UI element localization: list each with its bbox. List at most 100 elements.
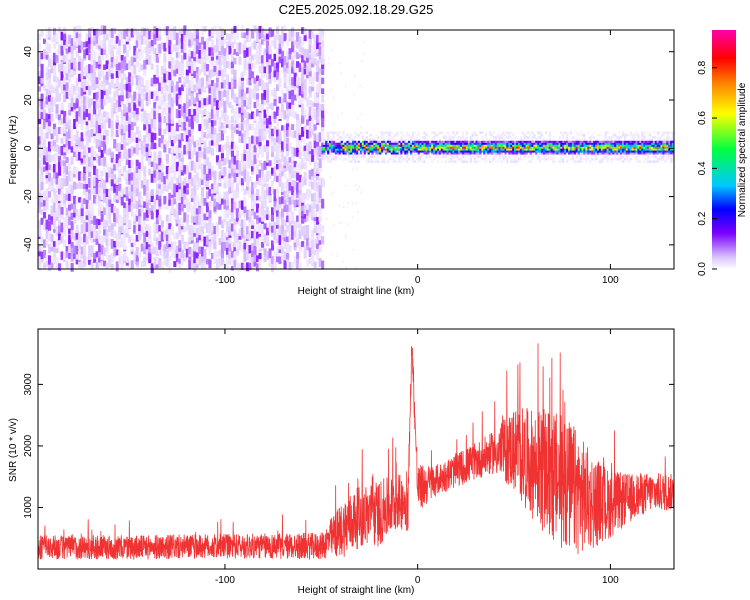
spectrogram-cell (170, 176, 174, 186)
spectrogram-cell (490, 140, 494, 143)
spectrogram-cell (438, 152, 442, 155)
spectrogram-cell (512, 144, 515, 147)
spectrogram-cell (340, 221, 343, 224)
spectrogram-cell (318, 45, 322, 56)
spectrogram-cell (363, 144, 366, 147)
spectrogram-cell (143, 181, 147, 190)
spectrogram-cell (65, 246, 69, 252)
spectrogram-cell (113, 139, 117, 149)
spectrogram-cell (168, 61, 172, 69)
spectrogram-cell (531, 140, 534, 143)
spectrogram-cell (248, 254, 252, 263)
spectrogram-cell (48, 126, 52, 136)
spectrogram-cell (220, 255, 224, 264)
spectrogram-cell (55, 85, 59, 95)
spectrogram-cell (442, 155, 445, 159)
spectrogram-cell (45, 81, 49, 89)
spectrogram-cell (517, 148, 521, 151)
spectrogram-cell (425, 146, 428, 149)
spectrogram-cell (433, 150, 436, 153)
spectrogram-cell (456, 144, 459, 147)
spectrogram-cell (68, 168, 72, 177)
spectrogram-cell (128, 110, 132, 117)
spectrogram-cell (168, 33, 172, 40)
spectrogram-cell (436, 150, 440, 153)
spectrogram-cell (423, 160, 426, 163)
spectrogram-cell (185, 98, 189, 109)
spectrogram-cell (333, 191, 335, 194)
spectrogram-cell (38, 220, 42, 227)
spectrogram-cell (60, 190, 64, 197)
spectrogram-cell (375, 146, 378, 149)
spectrogram-cell (672, 160, 675, 163)
spectrogram-cell (210, 241, 214, 249)
spectrogram-cell (352, 140, 355, 143)
spectrogram-cell (303, 91, 307, 100)
spectrogram-cell (356, 167, 358, 170)
spectrogram-cell (213, 139, 217, 148)
spectrogram-cell (208, 84, 212, 94)
spectrogram-cell (258, 128, 262, 137)
spectrogram-cell (566, 133, 569, 137)
spectrogram-cell (108, 255, 112, 265)
spectrogram-cell (75, 209, 79, 216)
spectrogram-cell (329, 148, 332, 151)
spectrogram-cell (155, 188, 159, 195)
spectrogram-cell (288, 81, 292, 91)
spectrogram-cell (268, 27, 272, 38)
spectrogram-cell (296, 238, 300, 247)
spectrogram-cell (342, 150, 345, 153)
spectrogram-cell (356, 148, 359, 151)
spectrogram-cell (316, 235, 320, 244)
spectrogram-cell (175, 161, 179, 172)
spectrogram-cell (123, 165, 127, 173)
spectrogram-cell (210, 39, 214, 48)
spectrogram-cell (195, 29, 199, 36)
spectrogram-cell (291, 191, 295, 201)
spectrogram-cell (228, 218, 232, 227)
spectrogram-cell (346, 150, 349, 153)
spectrogram-cell (60, 180, 64, 190)
spectrogram-cell (251, 243, 255, 251)
spectrogram-cell (263, 255, 267, 263)
spectrogram-cell (183, 197, 187, 205)
spectrogram-cell (145, 209, 149, 218)
spectrogram-cell (103, 222, 107, 230)
spectrogram-cell (248, 46, 252, 56)
spectrogram-cell (283, 199, 287, 206)
spectrogram-cell (45, 88, 49, 96)
spectrogram-cell (60, 82, 64, 90)
spectrogram-cell (88, 156, 92, 167)
spectrogram-cell (261, 135, 265, 142)
spectrogram-cell (311, 235, 315, 241)
spectrogram-cell (65, 122, 69, 130)
spectrogram-cell (483, 146, 486, 149)
spectrogram-cell (135, 39, 139, 48)
spectrogram-cell (423, 131, 426, 134)
spectrogram-cell (45, 113, 49, 123)
spectrogram-cell (261, 104, 265, 112)
spectrogram-cell (163, 249, 167, 259)
spectrogram-cell (48, 43, 52, 54)
spectrogram-cell (516, 160, 519, 163)
spectrogram-cell (340, 144, 343, 147)
spectrogram-cell (43, 133, 47, 139)
spectrogram-cell (93, 60, 97, 67)
spectrogram-cell (50, 103, 54, 113)
spectrogram-cell (332, 142, 336, 145)
spectrogram-cell (338, 138, 341, 142)
spectrogram-cell (383, 140, 386, 143)
spectrogram-cell (286, 105, 290, 115)
spectrogram-cell (362, 52, 365, 56)
spectrogram-cell (50, 155, 54, 162)
spectrogram-cell (225, 60, 229, 69)
spectrogram-cell (88, 245, 92, 256)
spectrogram-cell (251, 182, 255, 192)
spectrogram-cell (354, 150, 357, 153)
spectrogram-cell (625, 157, 628, 161)
spectrogram-cell (281, 238, 285, 245)
spectrogram-cell (45, 123, 49, 133)
spectrogram-cell (68, 235, 72, 245)
spectrogram-cell (410, 150, 413, 153)
spectrogram-cell (125, 158, 129, 166)
